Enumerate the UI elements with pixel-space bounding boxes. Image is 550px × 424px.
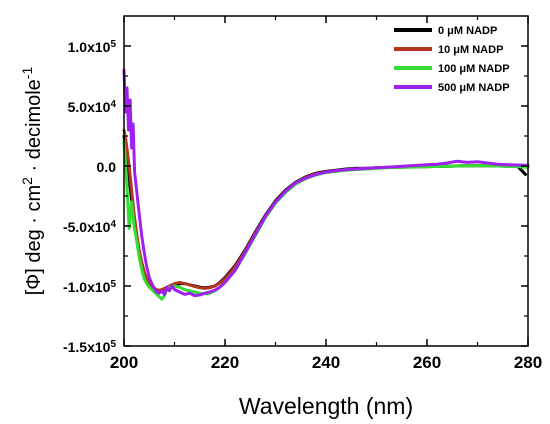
y-axis-title-prefix: [Φ] deg · cm [23,185,45,295]
y-tick-exponent: 5 [110,339,116,350]
y-tick-exponent: 5 [110,279,116,290]
y-tick-mantissa: -5.0x10 [63,219,111,235]
legend-label-1: 10 μM NADP [438,44,503,56]
y-tick-exponent: 4 [110,219,116,230]
x-tick-label: 240 [312,353,340,372]
y-axis-title: [Φ] deg · cm2 · decimole-1 [19,67,45,296]
legend: 0 μM NADP 10 μM NADP 100 μM NADP 500 μM NAD… [394,25,510,94]
legend-label-0: 0 μM NADP [438,25,497,37]
y-axis-title-middle: · decimole [23,79,45,177]
y-tick-exponent: 5 [110,39,116,50]
legend-label-2: 100 μM NADP [438,63,510,75]
y-axis-title-sup-decimole: -1 [19,67,35,80]
series-layer [122,68,530,301]
y-tick-label: 5.0x104 [68,99,117,116]
legend-label-3: 500 μM NADP [438,82,510,94]
tick-layer: 200 220 240 260 2801.0x1055.0x1040.0-5.0x104… [63,16,542,372]
y-tick-mantissa: 0.0 [97,159,117,175]
x-axis-title: Wavelength (nm) [239,393,413,419]
x-tick-label: 220 [211,353,239,372]
y-tick-exponent: 4 [110,99,116,110]
y-tick-mantissa: 1.0x10 [68,39,111,55]
y-tick-mantissa: 5.0x10 [68,99,111,115]
y-axis-title-sup-cm: 2 [19,177,35,185]
x-tick-label: 280 [514,353,542,372]
y-tick-label: -1.5x105 [63,339,116,356]
y-tick-label: 0.0 [97,159,117,175]
y-tick-mantissa: -1.0x10 [63,279,111,295]
series-line-3 [122,68,530,298]
x-tick-label: 200 [110,353,138,372]
x-tick-label: 260 [413,353,441,372]
y-tick-mantissa: -1.5x10 [63,339,111,355]
y-tick-label: -5.0x104 [63,219,116,236]
y-tick-label: -1.0x105 [63,279,116,296]
y-tick-label: 1.0x105 [68,39,117,56]
